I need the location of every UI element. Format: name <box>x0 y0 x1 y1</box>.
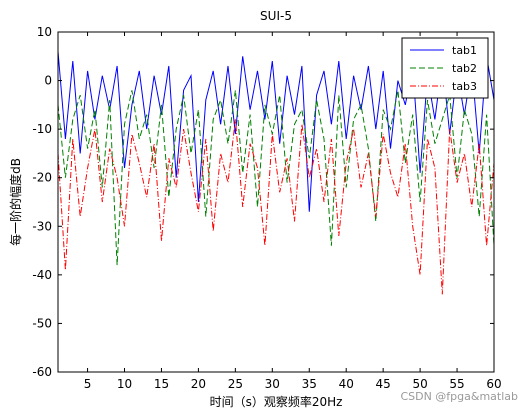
y-tick-label: 0 <box>44 74 52 88</box>
x-tick-label: 40 <box>339 377 354 391</box>
y-tick-label: -50 <box>32 316 52 330</box>
y-tick-label: -40 <box>32 268 52 282</box>
chart-title: SUI-5 <box>260 9 292 23</box>
x-tick-label: 45 <box>376 377 391 391</box>
series-line-tab3 <box>57 119 495 295</box>
y-tick-label: -60 <box>32 365 52 379</box>
watermark: CSDN @fpga&matlab <box>400 390 518 403</box>
legend: tab1 tab2 tab3 <box>401 37 489 99</box>
series-line-tab1 <box>57 51 495 212</box>
x-tick-label: 10 <box>117 377 132 391</box>
y-tick-label: 10 <box>37 25 52 39</box>
legend-box <box>401 37 489 99</box>
ticks-layer: 5 10 15 20 25 30 35 40 45 50 55 60 10 0 -10 -20 -30 -40 -5… <box>32 25 501 391</box>
x-tick-label: 15 <box>154 377 169 391</box>
x-tick-label: 30 <box>265 377 280 391</box>
legend-label-tab2: tab2 <box>452 62 477 75</box>
y-tick-label: -20 <box>32 171 52 185</box>
x-tick-label: 35 <box>302 377 317 391</box>
x-axis-label: 时间（s）观察频率20Hz <box>210 394 343 409</box>
axes-box <box>57 31 495 373</box>
x-tick-label: 50 <box>412 377 427 391</box>
y-axis-label: 每一阶的幅度dB <box>8 158 23 246</box>
x-tick-label: 25 <box>228 377 243 391</box>
x-tick-label: 5 <box>84 377 92 391</box>
y-tick-label: -30 <box>32 219 52 233</box>
series-line-tab2 <box>57 90 495 266</box>
x-tick-label: 60 <box>486 377 501 391</box>
series-layer <box>57 51 495 295</box>
legend-label-tab1: tab1 <box>452 44 477 57</box>
x-tick-label: 55 <box>449 377 464 391</box>
x-tick-label: 20 <box>191 377 206 391</box>
legend-label-tab3: tab3 <box>452 80 477 93</box>
y-tick-label: -10 <box>32 122 52 136</box>
